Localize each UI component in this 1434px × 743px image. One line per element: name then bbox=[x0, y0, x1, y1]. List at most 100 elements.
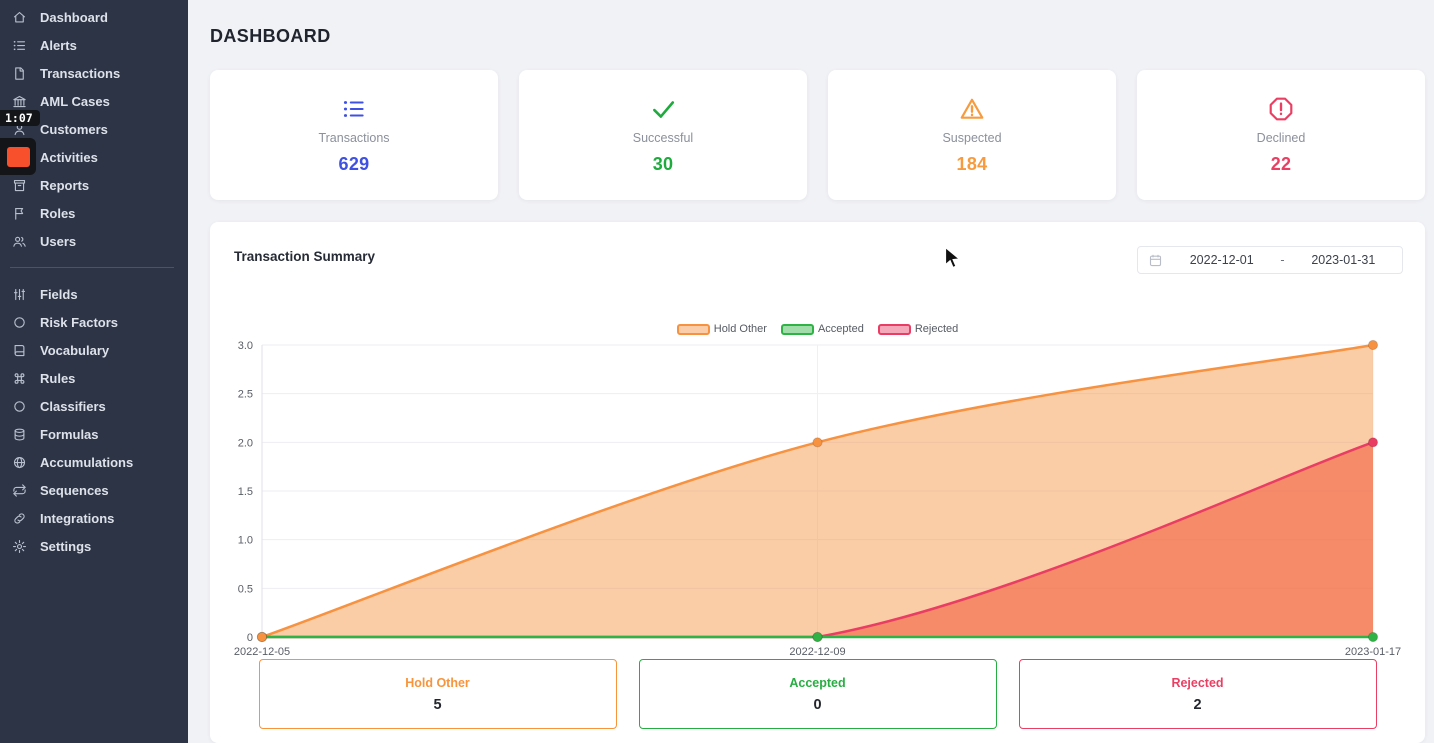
sidebar-item-formulas[interactable]: Formulas bbox=[0, 420, 188, 448]
sidebar-item-label: Rules bbox=[40, 370, 76, 386]
stat-card-label: Declined bbox=[1256, 130, 1306, 145]
check-icon bbox=[650, 96, 676, 122]
warning-triangle-icon bbox=[959, 96, 985, 122]
repeat-icon bbox=[12, 483, 27, 498]
date-separator: - bbox=[1280, 253, 1285, 267]
date-end[interactable]: 2023-01-31 bbox=[1311, 253, 1376, 267]
legend-item-accepted[interactable]: Accepted bbox=[780, 323, 864, 335]
sidebar-item-rules[interactable]: Rules bbox=[0, 364, 188, 392]
stat-cards-row: Transactions 629 Successful 30 Suspected 184 D… bbox=[210, 70, 1425, 200]
svg-text:2022-12-09: 2022-12-09 bbox=[789, 646, 845, 658]
sidebar-item-label: Formulas bbox=[40, 426, 99, 442]
legend-item-hold-other[interactable]: Hold Other bbox=[676, 323, 767, 335]
sidebar-item-label: Reports bbox=[40, 177, 90, 193]
users-icon bbox=[12, 234, 27, 249]
sidebar-item-aml-cases[interactable]: AML Cases bbox=[0, 87, 188, 115]
stat-card-value: 30 bbox=[652, 153, 674, 174]
sidebar-item-risk-factors[interactable]: Risk Factors bbox=[0, 308, 188, 336]
svg-text:3.0: 3.0 bbox=[238, 340, 253, 352]
sidebar-item-alerts[interactable]: Alerts bbox=[0, 31, 188, 59]
stat-card-label: Suspected bbox=[942, 130, 1002, 145]
list-icon bbox=[341, 96, 367, 122]
stat-card-suspected: Suspected 184 bbox=[828, 70, 1116, 200]
sidebar-item-label: Customers bbox=[40, 121, 108, 137]
stat-card-value: 629 bbox=[338, 153, 370, 174]
sidebar-item-label: Vocabulary bbox=[40, 342, 110, 358]
sidebar-item-label: Alerts bbox=[40, 37, 77, 53]
sidebar-nav: Dashboard Alerts Transactions AML Cases Cust… bbox=[0, 0, 188, 560]
sidebar-item-reports[interactable]: Reports bbox=[0, 171, 188, 199]
total-box-hold-other: Hold Other 5 bbox=[258, 659, 617, 729]
alert-octagon-icon bbox=[1268, 96, 1294, 122]
stat-card-value: 184 bbox=[956, 153, 988, 174]
legend-label: Hold Other bbox=[713, 323, 767, 335]
recording-timer: 1:07 bbox=[5, 111, 33, 125]
sidebar-item-label: Settings bbox=[40, 538, 92, 554]
circle-icon bbox=[12, 399, 27, 414]
legend-item-rejected[interactable]: Rejected bbox=[877, 323, 958, 335]
panel-title: Transaction Summary bbox=[234, 249, 376, 264]
gear-icon bbox=[12, 539, 27, 554]
sidebar-item-roles[interactable]: Roles bbox=[0, 199, 188, 227]
sidebar-item-label: Users bbox=[40, 233, 77, 249]
sidebar-item-users[interactable]: Users bbox=[0, 227, 188, 255]
total-value: 0 bbox=[813, 696, 822, 713]
flag-icon bbox=[12, 206, 27, 221]
command-icon bbox=[12, 371, 27, 386]
stat-card-label: Successful bbox=[632, 130, 694, 145]
svg-text:2.0: 2.0 bbox=[238, 437, 253, 449]
recording-stop-button[interactable] bbox=[0, 138, 36, 175]
legend-swatch bbox=[676, 323, 710, 335]
sidebar-item-customers[interactable]: Customers bbox=[0, 115, 188, 143]
sidebar-item-label: Sequences bbox=[40, 482, 109, 498]
date-range-picker[interactable]: 2022-12-01 - 2023-01-31 bbox=[1137, 246, 1403, 274]
sidebar-item-label: Fields bbox=[40, 286, 78, 302]
file-icon bbox=[12, 66, 27, 81]
legend-swatch bbox=[877, 323, 911, 335]
stat-card-transactions: Transactions 629 bbox=[210, 70, 498, 200]
chart-totals-row: Hold Other 5 Accepted 0 Rejected 2 bbox=[210, 659, 1425, 729]
total-label: Hold Other bbox=[405, 675, 470, 690]
total-box-accepted: Accepted 0 bbox=[638, 659, 997, 729]
chart-legend: Hold Other Accepted Rejected bbox=[230, 323, 1405, 335]
circle-icon bbox=[12, 315, 27, 330]
svg-text:0.5: 0.5 bbox=[238, 583, 253, 595]
link-icon bbox=[12, 511, 27, 526]
sidebar-item-classifiers[interactable]: Classifiers bbox=[0, 392, 188, 420]
sidebar-item-label: Roles bbox=[40, 205, 76, 221]
archive-icon bbox=[12, 178, 27, 193]
sidebar-divider bbox=[10, 267, 174, 268]
legend-label: Accepted bbox=[817, 323, 864, 335]
transaction-summary-panel: Transaction Summary 2022-12-01 - 2023-01… bbox=[210, 222, 1425, 743]
bank-icon bbox=[12, 94, 27, 109]
sidebar-item-fields[interactable]: Fields bbox=[0, 280, 188, 308]
total-label: Accepted bbox=[789, 675, 846, 690]
recording-timer-badge: 1:07 bbox=[0, 110, 40, 126]
svg-text:1.5: 1.5 bbox=[238, 486, 253, 498]
sidebar-item-label: Risk Factors bbox=[40, 314, 119, 330]
sidebar-item-sequences[interactable]: Sequences bbox=[0, 476, 188, 504]
stat-card-successful: Successful 30 bbox=[519, 70, 807, 200]
globe-icon bbox=[12, 455, 27, 470]
page-title: DASHBOARD bbox=[210, 26, 331, 46]
sidebar-item-vocabulary[interactable]: Vocabulary bbox=[0, 336, 188, 364]
total-box-rejected: Rejected 2 bbox=[1018, 659, 1377, 729]
stat-card-declined: Declined 22 bbox=[1137, 70, 1425, 200]
svg-text:1.0: 1.0 bbox=[238, 535, 253, 547]
main-content: DASHBOARD Transactions 629 Successful 30 Sus… bbox=[188, 0, 1434, 743]
sidebar-item-dashboard[interactable]: Dashboard bbox=[0, 3, 188, 31]
book-icon bbox=[12, 343, 27, 358]
sidebar-item-integrations[interactable]: Integrations bbox=[0, 504, 188, 532]
sidebar-item-label: AML Cases bbox=[40, 93, 110, 109]
stat-card-value: 22 bbox=[1270, 153, 1292, 174]
sidebar-item-transactions[interactable]: Transactions bbox=[0, 59, 188, 87]
sidebar-item-settings[interactable]: Settings bbox=[0, 532, 188, 560]
calendar-icon bbox=[1148, 253, 1163, 268]
svg-text:2023-01-17: 2023-01-17 bbox=[1345, 646, 1401, 658]
list-icon bbox=[12, 38, 27, 53]
total-value: 2 bbox=[1193, 696, 1202, 713]
sidebar-item-accumulations[interactable]: Accumulations bbox=[0, 448, 188, 476]
transaction-summary-chart: 0 0.5 1.0 1.5 2.0 2.5 3.0 2022-12-05 2022-12-09 2… bbox=[234, 339, 1401, 658]
legend-swatch bbox=[780, 323, 814, 335]
date-start[interactable]: 2022-12-01 bbox=[1189, 253, 1254, 267]
